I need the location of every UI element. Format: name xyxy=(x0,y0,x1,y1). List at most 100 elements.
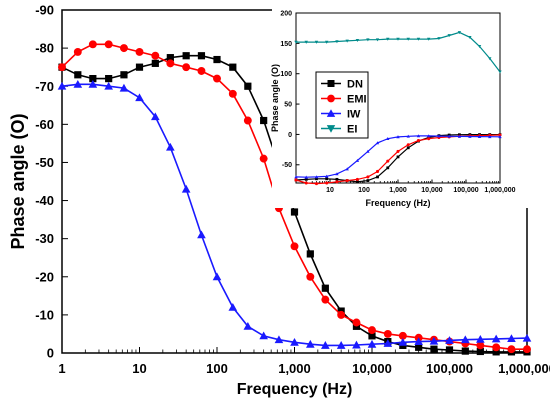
main-data-point-iw xyxy=(274,335,284,344)
inset-data-point-ei xyxy=(375,38,380,42)
main-data-point-iw xyxy=(197,230,206,239)
main-x-tick-label: 10,000 xyxy=(352,361,392,376)
main-data-point-dn xyxy=(368,332,376,340)
inset-data-point-iw xyxy=(447,134,451,138)
main-y-tick-label: -30 xyxy=(35,231,54,246)
main-y-tick-label: -90 xyxy=(35,3,54,18)
inset-data-point-ei xyxy=(355,38,360,43)
inset-data-point-dn xyxy=(396,155,400,159)
inset-data-point-dn xyxy=(386,166,390,170)
inset-data-point-dn xyxy=(315,177,318,181)
main-data-point-iw xyxy=(243,322,253,330)
inset-x-tick-label: 100,000 xyxy=(453,187,478,194)
inset-data-point-iw xyxy=(366,149,370,153)
main-data-point-emi xyxy=(151,51,160,60)
main-data-point-emi xyxy=(213,74,221,83)
main-data-point-emi xyxy=(337,310,346,319)
inset-data-point-ei xyxy=(416,37,421,41)
inset-data-point-emi xyxy=(345,179,349,183)
main-y-tick-label: -70 xyxy=(35,79,54,94)
main-x-tick-label: 1,000,000 xyxy=(498,361,550,376)
main-data-point-emi xyxy=(259,154,268,163)
main-data-point-emi xyxy=(306,272,315,281)
inset-data-point-emi xyxy=(335,180,339,184)
inset-legend-label: EMI xyxy=(347,94,367,106)
inset-data-point-iw xyxy=(406,134,410,138)
inset-data-point-emi xyxy=(396,149,400,153)
main-data-point-dn xyxy=(290,208,299,216)
inset-data-point-ei xyxy=(437,37,441,41)
main-y-tick-label: -60 xyxy=(35,117,54,132)
main-data-point-dn xyxy=(244,82,252,90)
inset-data-point-iw xyxy=(294,175,298,179)
main-y-tick-label: -80 xyxy=(35,41,54,56)
inset-data-point-iw xyxy=(314,175,319,179)
main-y-tick-label: -50 xyxy=(35,155,54,170)
main-data-point-emi xyxy=(166,59,175,68)
main-data-point-emi xyxy=(135,47,144,56)
main-data-point-iw xyxy=(181,184,191,193)
inset-data-point-emi xyxy=(427,137,431,141)
main-data-point-iw xyxy=(476,334,485,343)
main-data-point-emi xyxy=(398,331,407,340)
inset-data-point-emi xyxy=(304,181,308,185)
main-x-tick-label: 100,000 xyxy=(426,361,473,376)
main-data-point-iw xyxy=(166,142,175,151)
main-data-point-dn xyxy=(89,75,97,83)
inset-y-tick-label: -50 xyxy=(282,162,292,169)
main-data-point-iw xyxy=(383,339,393,347)
inset-data-point-dn xyxy=(325,177,329,181)
inset-data-point-iw xyxy=(325,174,329,178)
inset-data-point-emi xyxy=(375,169,380,174)
main-data-point-iw xyxy=(259,331,268,340)
main-data-point-emi xyxy=(73,47,82,56)
main-data-point-emi xyxy=(228,89,237,98)
main-data-point-emi xyxy=(197,67,206,75)
inset-data-point-emi xyxy=(294,178,298,182)
inset-legend: DN EMI IW EI xyxy=(315,71,369,139)
inset-data-point-iw xyxy=(386,136,390,141)
main-y-tick-label: -10 xyxy=(35,307,54,322)
main-data-point-emi xyxy=(58,63,66,72)
inset-data-point-iw xyxy=(355,158,360,162)
main-data-point-iw xyxy=(398,338,408,346)
inset-data-point-iw xyxy=(437,134,441,138)
main-y-tick-label: -40 xyxy=(35,193,54,208)
inset-data-point-emi xyxy=(416,138,421,143)
inset-series-iw xyxy=(294,134,502,179)
main-data-point-dn xyxy=(445,346,454,354)
inset-y-tick-label: 200 xyxy=(280,10,292,17)
main-data-point-iw xyxy=(104,81,113,90)
main-data-point-dn xyxy=(197,52,206,60)
main-data-point-emi xyxy=(119,44,128,53)
inset-x-axis-label: Frequency (Hz) xyxy=(365,198,430,208)
inset-x-tick-label: 100 xyxy=(358,187,370,194)
inset-data-point-ei xyxy=(314,40,319,44)
inset-data-point-iw xyxy=(345,167,349,171)
main-data-point-iw xyxy=(429,336,439,345)
main-data-point-dn xyxy=(492,348,500,356)
main-x-axis-label: Frequency (Hz) xyxy=(237,381,353,398)
inset-x-tick-label: 1,000,000 xyxy=(484,187,515,194)
main-y-axis-label: Phase angle (O) xyxy=(8,113,28,249)
main-data-point-emi xyxy=(383,329,392,338)
inset-plot: 10 100 1,000 10,000 100,000 1,000,000 -50 0 50 10… xyxy=(270,8,528,208)
main-data-point-emi xyxy=(182,63,191,72)
inset-data-point-ei xyxy=(386,37,390,41)
main-data-point-dn xyxy=(151,59,159,67)
inset-legend-marker xyxy=(327,80,335,87)
inset-data-point-ei xyxy=(304,40,308,44)
inset-legend-marker xyxy=(326,125,336,133)
inset-data-point-ei xyxy=(325,40,329,44)
main-data-point-iw xyxy=(522,333,532,342)
main-data-point-iw xyxy=(321,341,330,349)
main-data-point-iw xyxy=(212,272,222,281)
inset-legend-label: DN xyxy=(347,79,363,91)
main-data-point-dn xyxy=(135,63,144,71)
main-data-point-dn xyxy=(476,347,484,356)
main-data-point-emi xyxy=(352,318,361,327)
inset-data-point-emi xyxy=(366,175,370,179)
main-data-point-dn xyxy=(229,63,237,71)
inset-data-point-dn xyxy=(335,177,339,181)
main-data-point-emi xyxy=(523,345,531,354)
